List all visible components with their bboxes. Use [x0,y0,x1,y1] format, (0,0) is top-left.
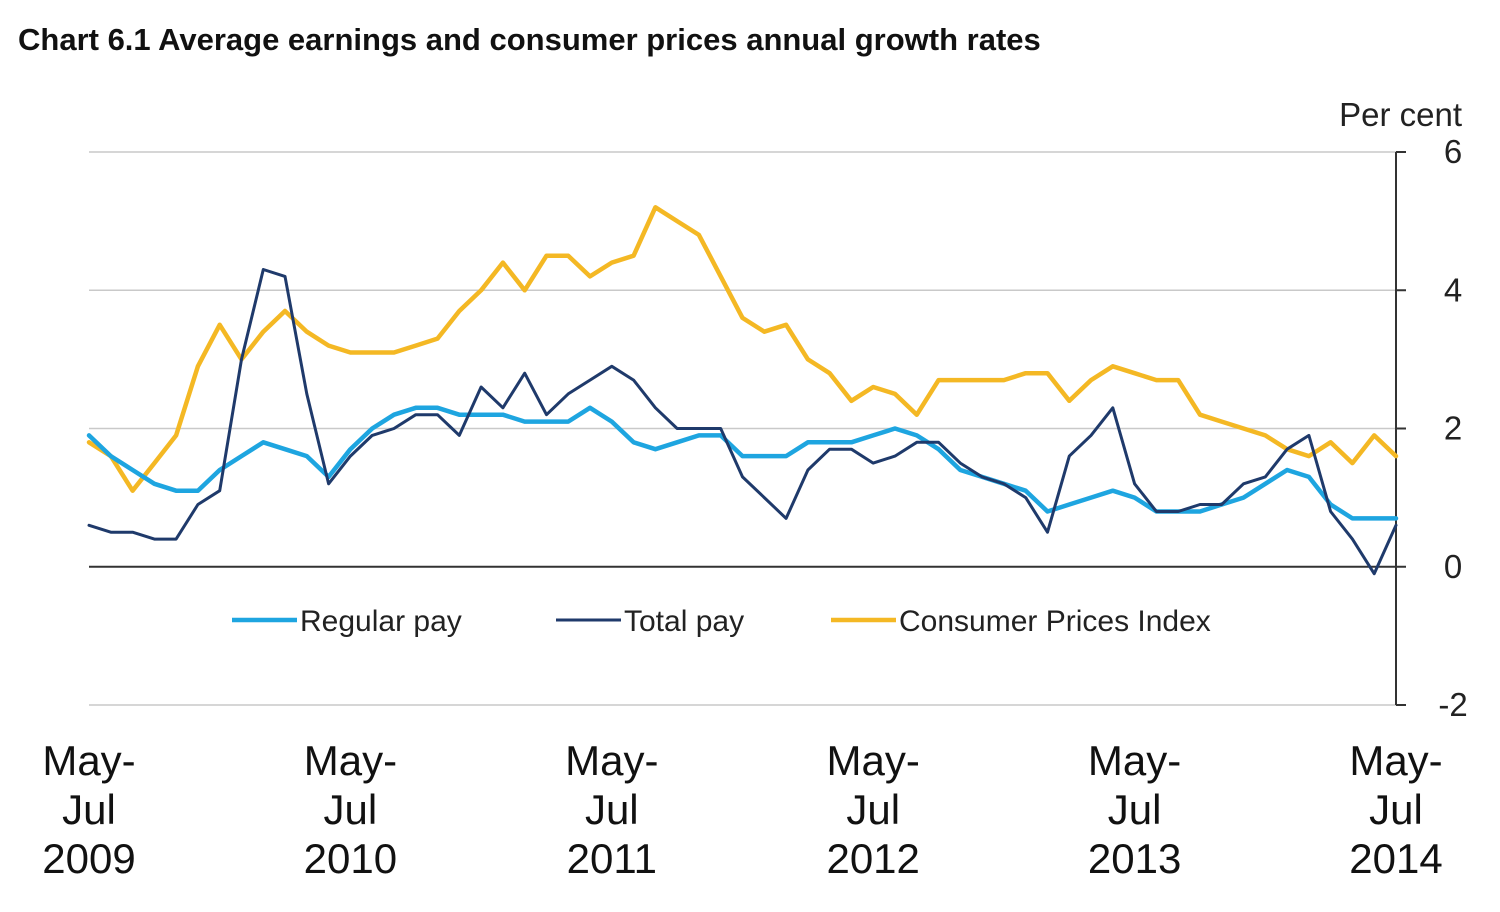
x-tick-label-line: 2014 [1349,835,1442,882]
x-tick-label-line: Jul [1108,786,1162,833]
x-tick-label-line: Jul [324,786,378,833]
x-tick-label-line: Jul [62,786,116,833]
legend-label: Regular pay [300,605,462,638]
y-tick-label: 6 [1444,133,1462,170]
x-tick-label: May-Jul 2009 [42,737,135,882]
x-tick-label-line: 2010 [304,835,397,882]
y-axis-label: Per cent [1339,96,1462,133]
x-tick-label: May-Jul 2014 [1349,737,1442,882]
x-tick-label: May-Jul 2010 [304,737,397,882]
x-tick-label: May-Jul 2012 [826,737,919,882]
x-tick-label-line: 2009 [42,835,135,882]
legend-label: Total pay [624,605,744,638]
x-tick-label-line: May- [565,737,658,784]
x-tick-label-line: Jul [1369,786,1423,833]
chart-title: Chart 6.1 Average earnings and consumer … [18,22,1041,57]
x-tick-label-line: May- [1349,737,1442,784]
x-tick-label-line: May- [827,737,920,784]
legend: Regular pay Total pay Consumer Prices Inde… [232,605,1211,638]
series-line-consumer-prices-index [86,205,1399,493]
x-tick-label-line: 2012 [826,835,919,882]
series-line-total-pay [87,268,1398,576]
series-line-regular-pay [86,405,1399,521]
gridlines [89,151,1396,706]
y-tick-label: 4 [1444,271,1462,308]
x-tick-label-line: Jul [585,786,639,833]
x-tick-label: May-Jul 2011 [565,737,658,882]
y-tick-label: 2 [1444,410,1462,447]
x-tick-label-line: Jul [846,786,900,833]
y-axis: 6 4 2 0 -2 Per cent [1339,96,1468,723]
x-tick-label-line: May- [1088,737,1181,784]
x-tick-label-line: May- [304,737,397,784]
y-tick-label: -2 [1438,686,1467,723]
legend-label: Consumer Prices Index [899,605,1211,638]
y-tick-label: 0 [1444,548,1462,585]
x-tick-label-line: May- [42,737,135,784]
x-tick-label-line: 2013 [1088,835,1181,882]
x-tick-label: May-Jul 2013 [1088,737,1181,882]
data-series [86,205,1399,576]
x-tick-label-line: 2011 [567,835,657,882]
